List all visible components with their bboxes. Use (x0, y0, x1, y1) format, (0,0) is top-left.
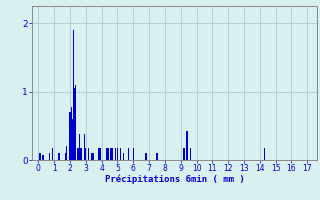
Bar (77, 148, 78, 160)
Bar (84, 134, 85, 160)
Bar (88, 148, 89, 160)
Bar (73, 30, 74, 160)
Bar (74, 88, 75, 160)
Bar (132, 148, 134, 160)
Bar (112, 148, 113, 160)
Bar (69, 112, 71, 160)
Bar (115, 148, 116, 160)
Bar (117, 148, 118, 160)
Bar (187, 131, 188, 160)
Bar (39, 153, 41, 160)
Bar (264, 148, 265, 160)
Bar (49, 153, 50, 160)
Bar (98, 148, 99, 160)
Bar (107, 148, 108, 160)
Bar (100, 148, 101, 160)
Bar (79, 134, 80, 160)
Bar (80, 148, 82, 160)
Bar (66, 146, 68, 160)
Bar (183, 148, 185, 160)
Bar (189, 148, 191, 160)
Bar (93, 153, 94, 160)
X-axis label: Précipitations 6min ( mm ): Précipitations 6min ( mm ) (105, 175, 244, 184)
Bar (71, 107, 72, 160)
Bar (65, 153, 66, 160)
Bar (123, 153, 124, 160)
Bar (58, 153, 60, 160)
Bar (43, 155, 44, 160)
Bar (106, 148, 107, 160)
Bar (75, 85, 76, 160)
Bar (128, 148, 129, 160)
Bar (156, 153, 158, 160)
Bar (85, 148, 86, 160)
Bar (72, 119, 73, 160)
Bar (92, 153, 93, 160)
Bar (120, 148, 121, 160)
Bar (52, 148, 53, 160)
Bar (110, 148, 112, 160)
Bar (145, 153, 147, 160)
